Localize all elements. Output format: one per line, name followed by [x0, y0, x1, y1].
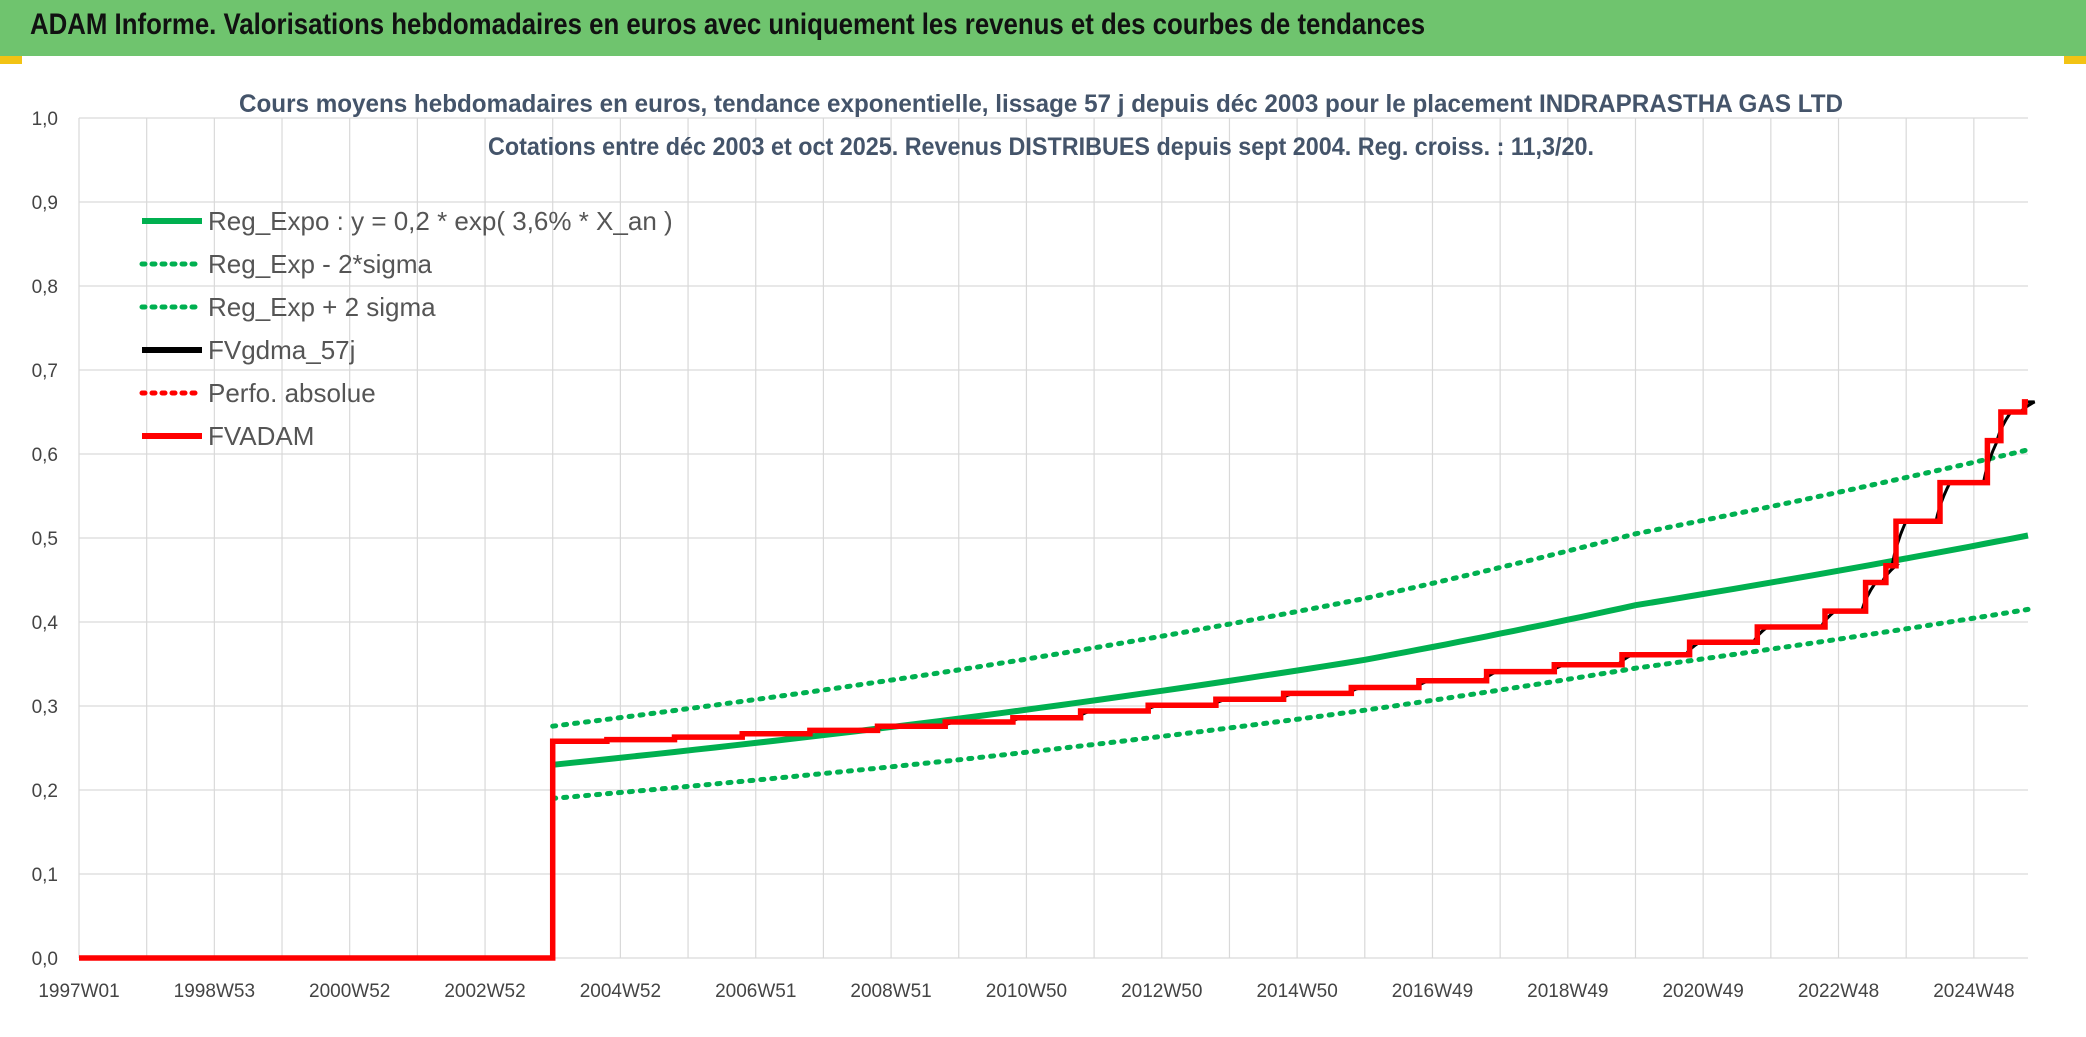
x-tick-label: 2018W49 — [1527, 981, 1608, 1002]
corner-mark-top-right — [2064, 56, 2086, 64]
x-tick-label: 2006W51 — [715, 981, 796, 1002]
chart-title: Cours moyens hebdomadaires en euros, ten… — [239, 90, 1843, 161]
chart-series — [79, 399, 2036, 961]
y-tick-label: 0,0 — [32, 949, 58, 970]
y-tick-label: 0,5 — [32, 529, 58, 550]
chart-legend: Reg_Expo : y = 0,2 * exp( 3,6% * X_an ) R… — [139, 206, 673, 451]
y-tick-label: 0,6 — [32, 445, 58, 466]
y-tick-label: 0,2 — [32, 781, 58, 802]
legend-label: Perfo. absolue — [208, 378, 376, 408]
legend-label: Reg_Exp + 2 sigma — [208, 292, 436, 322]
x-tick-label: 2000W52 — [309, 981, 390, 1002]
x-tick-label: 1998W53 — [174, 981, 255, 1002]
y-tick-label: 0,7 — [32, 361, 58, 382]
legend-label: FVADAM — [208, 421, 314, 451]
x-tick-label: 2004W52 — [580, 981, 661, 1002]
y-tick-label: 0,9 — [32, 193, 58, 214]
series-fvadam — [79, 399, 2028, 961]
x-tick-label: 2008W51 — [850, 981, 931, 1002]
x-axis-ticks: 1997W01 1998W53 2000W52 2002W52 2004W52 2006W… — [38, 981, 2014, 1002]
y-tick-label: 0,8 — [32, 277, 58, 298]
y-tick-label: 1,0 — [32, 109, 58, 130]
corner-mark-top-left — [0, 56, 22, 64]
y-tick-label: 0,1 — [32, 865, 58, 886]
series-reg-exp-minus-2sigma — [550, 606, 2031, 801]
chart-grid — [78, 117, 2028, 959]
legend-label: FVgdma_57j — [208, 335, 355, 365]
x-tick-label: 2022W48 — [1798, 981, 1879, 1002]
series-reg-expo — [552, 532, 2029, 768]
series-fvgdma-57j — [552, 400, 2036, 743]
x-tick-label: 2016W49 — [1392, 981, 1473, 1002]
x-tick-label: 2012W50 — [1121, 981, 1202, 1002]
y-axis-ticks: 0,0 0,1 0,2 0,3 0,4 0,5 0,6 0,7 0,8 0,9 1,0 — [32, 109, 59, 970]
x-tick-label: 2010W50 — [986, 981, 1067, 1002]
report-title: ADAM Informe. Valorisations hebdomadaire… — [30, 8, 1426, 41]
series-reg-exp-plus-2sigma — [550, 447, 2031, 729]
x-tick-label: 2002W52 — [444, 981, 525, 1002]
y-tick-label: 0,4 — [32, 613, 59, 634]
legend-label: Reg_Expo : y = 0,2 * exp( 3,6% * X_an ) — [208, 206, 673, 236]
chart-title-line-2: Cotations entre déc 2003 et oct 2025. Re… — [488, 133, 1594, 161]
y-tick-label: 0,3 — [32, 697, 58, 718]
report-banner: ADAM Informe. Valorisations hebdomadaire… — [0, 0, 2086, 56]
legend-label: Reg_Exp - 2*sigma — [208, 249, 433, 279]
x-tick-label: 2020W49 — [1662, 981, 1743, 1002]
x-tick-label: 2014W50 — [1256, 981, 1337, 1002]
x-tick-label: 2024W48 — [1933, 981, 2014, 1002]
x-tick-label: 1997W01 — [38, 981, 119, 1002]
chart-title-line-1: Cours moyens hebdomadaires en euros, ten… — [239, 90, 1843, 118]
